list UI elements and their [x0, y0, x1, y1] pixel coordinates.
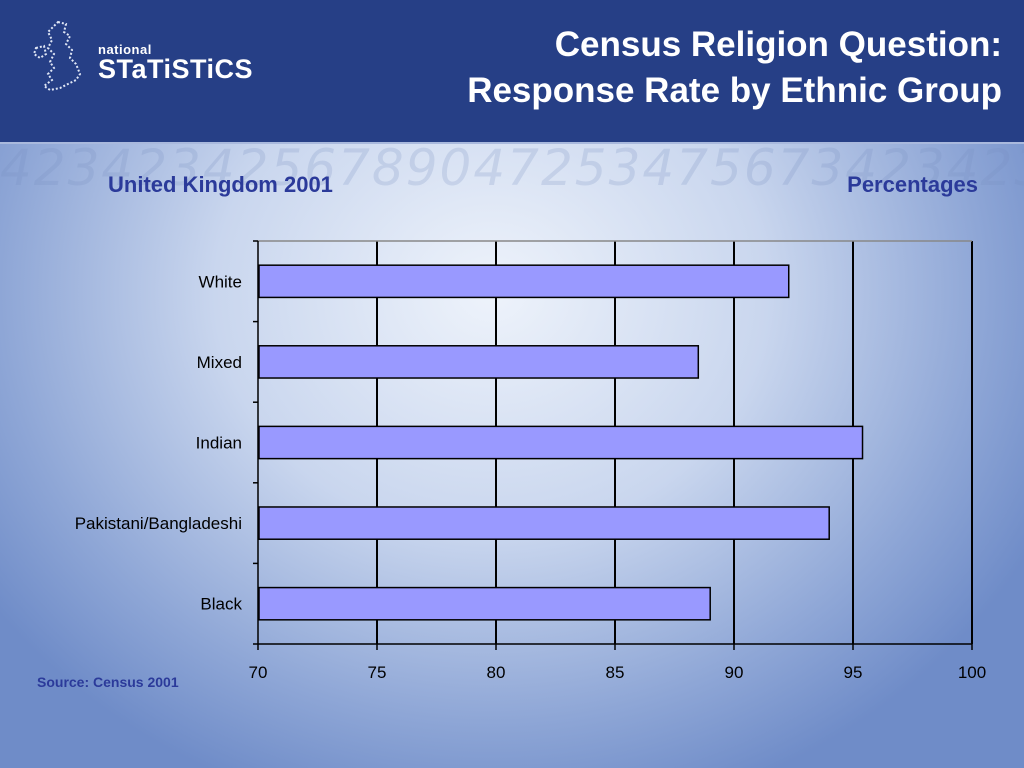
- x-tick-label: 90: [725, 663, 744, 682]
- title-line-1: Census Religion Question:: [554, 25, 1002, 64]
- page-title: Census Religion Question: Response Rate …: [467, 22, 1002, 114]
- national-statistics-logo: national STaTiSTiCS: [30, 18, 253, 98]
- x-tick-label: 70: [249, 663, 268, 682]
- header-banner: national STaTiSTiCS Census Religion Ques…: [0, 0, 1024, 144]
- bar-indian: [258, 425, 864, 460]
- x-tick-label: 80: [487, 663, 506, 682]
- bar-white: [258, 264, 790, 299]
- chart-subtitle-units: Percentages: [847, 172, 978, 197]
- chart-subtitle-region: United Kingdom 2001: [108, 172, 333, 197]
- category-label: Indian: [196, 434, 242, 453]
- source-note: Source: Census 2001: [37, 674, 179, 690]
- x-tick-label: 75: [368, 663, 387, 682]
- x-tick-label: 95: [844, 663, 863, 682]
- category-label: Black: [200, 595, 242, 614]
- logo-text-statistics: STaTiSTiCS: [98, 54, 254, 84]
- bar-mixed: [258, 345, 700, 379]
- x-tick-label: 100: [958, 663, 986, 682]
- category-label: White: [199, 272, 242, 291]
- bar-black: [258, 586, 711, 621]
- x-tick-label: 85: [606, 663, 625, 682]
- background-digits: 42342342567890472534756734234234234234: [0, 139, 1024, 197]
- title-line-2: Response Rate by Ethnic Group: [467, 71, 1002, 110]
- category-label: Pakistani/Bangladeshi: [75, 514, 242, 533]
- bar-pakistani-bangladeshi: [258, 506, 830, 540]
- uk-map-icon: [32, 20, 82, 92]
- category-label: Mixed: [197, 353, 242, 372]
- logo-text-national: national: [98, 42, 152, 57]
